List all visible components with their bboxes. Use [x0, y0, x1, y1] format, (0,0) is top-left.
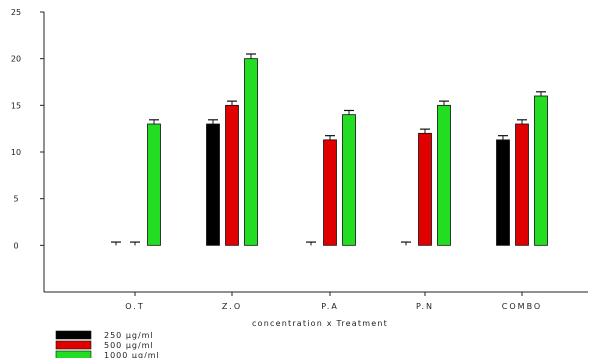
bar — [515, 123, 529, 246]
x-axis-label: concentration x Treatment — [252, 319, 388, 328]
y-tick-label: 25 — [11, 8, 21, 17]
x-axis-ticks: O.T Z.O P.A P.N COMBO — [125, 292, 542, 311]
bar — [147, 123, 161, 246]
bar — [534, 95, 548, 246]
legend-swatch — [55, 340, 92, 350]
legend-label: 1000 µg/ml — [104, 351, 160, 358]
y-tick-label: 5 — [13, 195, 18, 204]
legend-label: 250 µg/ml — [104, 331, 154, 340]
bar — [323, 139, 337, 246]
bar — [496, 139, 510, 246]
bar — [206, 123, 220, 246]
x-tick-label: Z.O — [222, 302, 242, 311]
bar — [437, 104, 451, 246]
x-tick-label: O.T — [125, 302, 144, 311]
y-axis-ticks: 0 5 10 15 20 25 — [11, 8, 44, 250]
legend-swatch — [55, 330, 92, 340]
y-tick-label: 20 — [11, 55, 21, 64]
bar — [225, 104, 239, 246]
legend-label: 500 µg/ml — [104, 341, 154, 350]
bar — [418, 132, 432, 246]
bars — [111, 53, 548, 246]
y-tick-label: 0 — [13, 241, 18, 250]
x-tick-label: P.A — [321, 302, 339, 311]
legend-swatch — [55, 350, 92, 358]
x-tick-label: P.N — [416, 302, 434, 311]
bar — [342, 114, 356, 246]
y-tick-label: 10 — [11, 148, 21, 157]
x-tick-label: COMBO — [502, 302, 542, 311]
bar — [244, 58, 258, 246]
y-tick-label: 15 — [11, 101, 21, 110]
